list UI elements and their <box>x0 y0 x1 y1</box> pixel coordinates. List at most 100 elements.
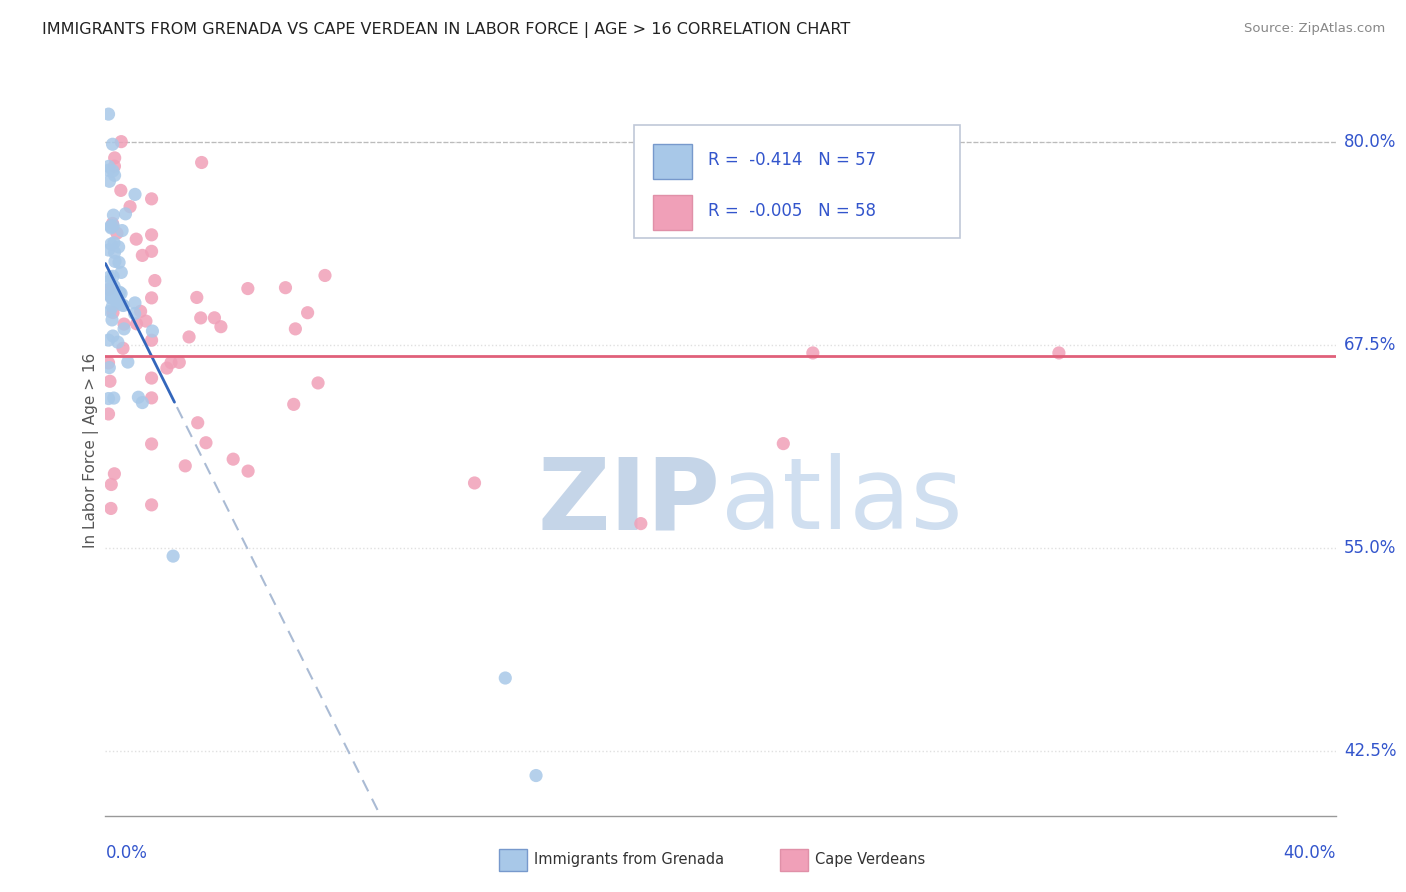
Point <box>97 283 120 297</box>
Point <box>97 275 120 289</box>
Point <box>125 317 148 331</box>
Point <box>97 333 120 347</box>
Point <box>100 219 122 234</box>
Point <box>107 335 129 350</box>
Point <box>143 274 166 288</box>
Point <box>131 248 153 262</box>
Point <box>101 300 124 314</box>
Point <box>209 319 232 334</box>
Point <box>284 322 307 336</box>
Point <box>156 361 179 376</box>
Point <box>101 137 124 152</box>
Text: Source: ZipAtlas.com: Source: ZipAtlas.com <box>1244 22 1385 36</box>
Text: Cape Verdeans: Cape Verdeans <box>815 853 925 867</box>
Point <box>1047 346 1070 360</box>
Text: R =  -0.005   N = 58: R = -0.005 N = 58 <box>709 202 876 220</box>
Point <box>464 475 486 490</box>
Point <box>101 305 124 319</box>
Point <box>103 467 125 481</box>
Text: IMMIGRANTS FROM GRENADA VS CAPE VERDEAN IN LABOR FORCE | AGE > 16 CORRELATION CH: IMMIGRANTS FROM GRENADA VS CAPE VERDEAN … <box>42 22 851 38</box>
Point <box>98 174 121 188</box>
Point <box>111 341 134 355</box>
Point <box>100 291 122 305</box>
Point <box>98 304 121 318</box>
Point <box>110 265 132 279</box>
Point <box>97 392 120 406</box>
Point <box>307 376 329 390</box>
Y-axis label: In Labor Force | Age > 16: In Labor Force | Age > 16 <box>83 353 98 548</box>
Point <box>114 207 136 221</box>
Point <box>103 169 125 183</box>
Point <box>100 237 122 252</box>
FancyBboxPatch shape <box>652 144 692 178</box>
Point <box>97 107 120 121</box>
Point <box>236 282 259 296</box>
Point <box>135 314 157 328</box>
Text: R =  -0.414   N = 57: R = -0.414 N = 57 <box>709 152 876 169</box>
Point <box>112 322 135 336</box>
Point <box>141 192 163 206</box>
Point <box>103 245 125 260</box>
Point <box>283 397 305 411</box>
Point <box>801 346 824 360</box>
Point <box>107 240 129 254</box>
Point <box>97 287 120 301</box>
Text: 67.5%: 67.5% <box>1344 335 1396 354</box>
Point <box>97 163 120 178</box>
Point <box>104 291 127 305</box>
Point <box>101 329 124 343</box>
Point <box>160 355 183 369</box>
Point <box>103 159 125 173</box>
Point <box>98 360 121 375</box>
Point <box>104 254 127 268</box>
Point <box>127 390 149 404</box>
Point <box>177 330 200 344</box>
Point <box>100 477 122 491</box>
Point <box>524 768 547 782</box>
Point <box>190 155 212 169</box>
Point <box>112 317 135 331</box>
Point <box>103 391 125 405</box>
Point <box>112 298 135 312</box>
Point <box>101 164 124 178</box>
Point <box>314 268 336 283</box>
Point <box>124 307 146 321</box>
Point <box>141 227 163 242</box>
Point <box>103 279 125 293</box>
Point <box>98 374 121 388</box>
Text: 55.0%: 55.0% <box>1344 539 1396 557</box>
Point <box>124 187 146 202</box>
Point <box>772 436 794 450</box>
Point <box>101 217 124 231</box>
FancyBboxPatch shape <box>634 125 960 238</box>
Point <box>141 437 163 451</box>
Point <box>105 294 128 309</box>
Point <box>110 286 132 301</box>
Point <box>124 296 146 310</box>
Point <box>97 243 120 257</box>
Point <box>194 435 217 450</box>
Point <box>110 183 132 197</box>
Point <box>174 458 197 473</box>
Text: 80.0%: 80.0% <box>1344 133 1396 151</box>
Point <box>97 283 120 297</box>
Point <box>222 452 245 467</box>
Point <box>162 549 184 563</box>
Point <box>101 269 124 284</box>
Point <box>141 324 163 338</box>
Point <box>274 281 297 295</box>
Point <box>103 235 125 250</box>
Point <box>630 516 652 531</box>
Text: 40.0%: 40.0% <box>1284 844 1336 862</box>
FancyBboxPatch shape <box>652 194 692 229</box>
Point <box>297 306 319 320</box>
Point <box>101 313 124 327</box>
Point <box>103 208 125 222</box>
Point <box>100 221 122 235</box>
Point <box>108 255 131 269</box>
Point <box>141 498 163 512</box>
Point <box>110 135 132 149</box>
Point <box>103 219 125 233</box>
Point <box>108 285 131 300</box>
Point <box>120 200 141 214</box>
